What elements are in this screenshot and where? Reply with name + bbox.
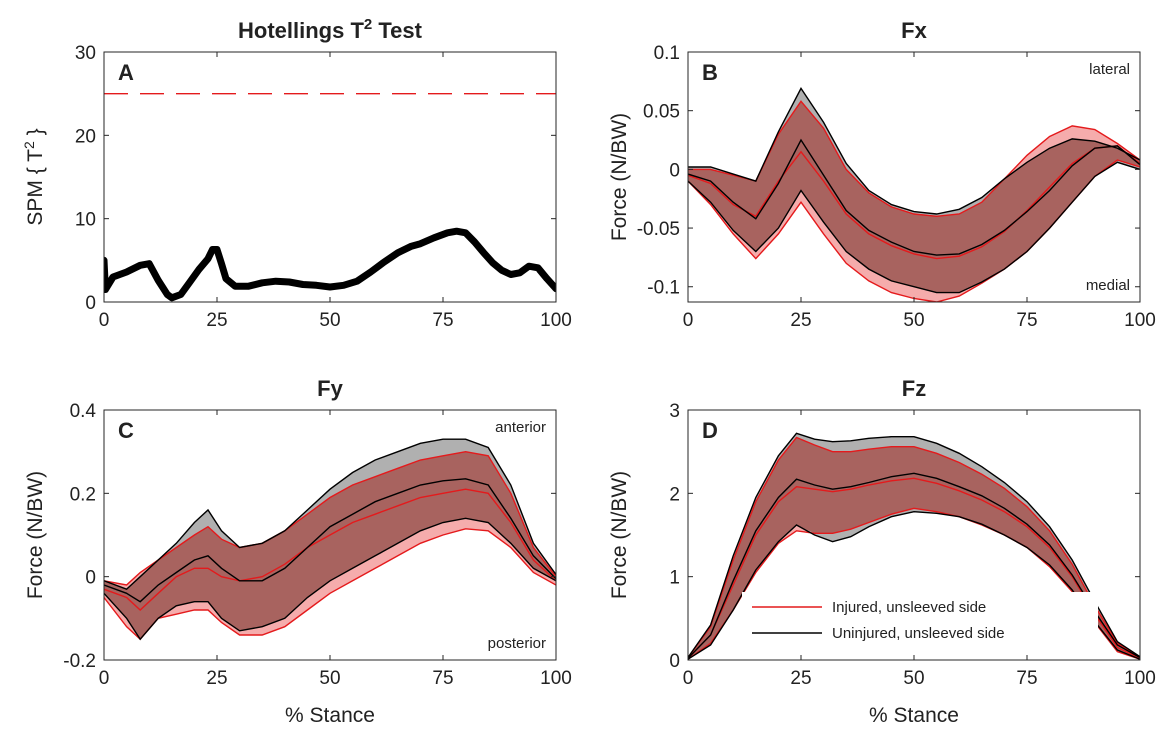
x-tick-label: 75	[1016, 310, 1037, 331]
y-axis-label: Force (N/BW)	[608, 471, 631, 599]
x-tick-label: 100	[1124, 668, 1156, 689]
direction-annotation-bottom: posterior	[488, 635, 546, 652]
y-tick-label: 2	[669, 484, 680, 505]
y-tick-label: -0.2	[63, 651, 96, 672]
y-tick-label: 0	[669, 160, 680, 181]
injured-lower-line	[104, 528, 556, 641]
panel-title-sup: 2	[364, 16, 372, 33]
y-tick-label: 0.1	[654, 43, 680, 64]
y-tick-label: 30	[75, 43, 96, 64]
x-tick-label: 100	[540, 310, 572, 331]
x-tick-label: 0	[683, 668, 694, 689]
x-tick-label: 50	[319, 310, 340, 331]
panel-title: Fx	[901, 18, 927, 43]
panel-b: 0 25 50 75 100 -0.1 -0.05 0 0.05 0.1 Fx B Force (N/B…	[608, 18, 1156, 331]
y-tick-label: 0.4	[70, 401, 97, 422]
y-tick-label: 3	[669, 401, 680, 422]
y-tick-label: 0	[669, 651, 680, 672]
uninjured-mean-line	[688, 138, 1140, 256]
overlap-band	[688, 101, 1140, 293]
legend-box	[742, 592, 1098, 648]
y-axis-label-post: }	[24, 128, 47, 141]
injured-upper-line	[104, 450, 556, 586]
uninjured-lower-line	[688, 510, 1140, 660]
y-axis-label: SPM { T2 }	[21, 128, 47, 225]
y-tick-label: 0	[85, 293, 96, 314]
direction-annotation-bottom: medial	[1086, 277, 1130, 294]
panel-title: Fz	[902, 376, 926, 401]
injured-mean-line	[688, 145, 1140, 260]
uninjured-upper-line	[104, 438, 556, 591]
panel-letter: B	[702, 60, 718, 85]
x-tick-label: 50	[903, 668, 924, 689]
uninjured-mean-line	[104, 478, 556, 603]
y-tick-label: 0	[85, 568, 96, 589]
plot-area	[688, 87, 1140, 302]
injured-lower-line	[688, 507, 1140, 660]
uninjured-mean-line	[688, 472, 1140, 659]
x-tick-label: 75	[432, 310, 453, 331]
y-tick-label: -0.1	[647, 278, 680, 299]
x-tick-label: 100	[540, 668, 572, 689]
x-tick-label: 75	[1016, 668, 1037, 689]
x-tick-label: 0	[683, 310, 694, 331]
y-axis-label-sup: 2	[21, 141, 37, 149]
uninjured-lower-line	[104, 517, 556, 641]
y-axis-label: Force (N/BW)	[24, 471, 47, 599]
y-tick-label: 20	[75, 126, 96, 147]
uninjured-upper-line	[688, 432, 1140, 658]
legend-label-uninjured: Uninjured, unsleeved side	[832, 625, 1005, 642]
x-tick-label: 25	[206, 668, 227, 689]
plot-area	[104, 438, 556, 641]
x-tick-label: 0	[99, 668, 110, 689]
spm-t2-line	[104, 227, 556, 302]
y-tick-label: 10	[75, 210, 96, 231]
direction-annotation-top: lateral	[1089, 61, 1130, 78]
panel-title-main: Hotellings T	[238, 18, 364, 43]
panel-letter: A	[118, 60, 134, 85]
x-tick-label: 50	[903, 310, 924, 331]
x-tick-label: 0	[99, 310, 110, 331]
uninjured-lower-line	[688, 161, 1140, 294]
injured-upper-line	[688, 436, 1140, 659]
injured-mean-line	[688, 477, 1140, 659]
panel-letter: C	[118, 418, 134, 443]
direction-annotation-top: anterior	[495, 419, 546, 436]
panel-d: 0 25 50 75 100 0 1 2 3 Fz D Force (N/BW) % Stance Inj…	[608, 376, 1156, 727]
panel-title: Hotellings T2 Test	[238, 16, 423, 43]
legend-label-injured: Injured, unsleeved side	[832, 599, 986, 616]
overlap-band	[688, 437, 1140, 660]
y-axis-label-pre: SPM { T	[24, 149, 47, 226]
axes-box	[103, 51, 557, 303]
panel-letter: D	[702, 418, 718, 443]
y-axis-label: Force (N/BW)	[608, 113, 631, 241]
x-axis-label: % Stance	[869, 704, 959, 727]
x-tick-label: 50	[319, 668, 340, 689]
y-tick-label: 0.2	[70, 484, 96, 505]
y-tick-label: -0.05	[637, 219, 680, 240]
plot-area	[688, 432, 1140, 660]
x-tick-label: 25	[206, 310, 227, 331]
x-tick-label: 25	[790, 310, 811, 331]
plot-area	[104, 93, 556, 302]
overlap-band	[104, 451, 556, 640]
panel-title: Fy	[317, 376, 343, 401]
y-tick-label: 1	[669, 568, 680, 589]
x-tick-label: 75	[432, 668, 453, 689]
uninjured-upper-line	[688, 87, 1140, 215]
panel-title-suffix: Test	[372, 18, 422, 43]
x-tick-label: 25	[790, 668, 811, 689]
y-tick-label: 0.05	[643, 102, 680, 123]
x-tick-label: 100	[1124, 310, 1156, 331]
x-axis-label: % Stance	[285, 704, 375, 727]
